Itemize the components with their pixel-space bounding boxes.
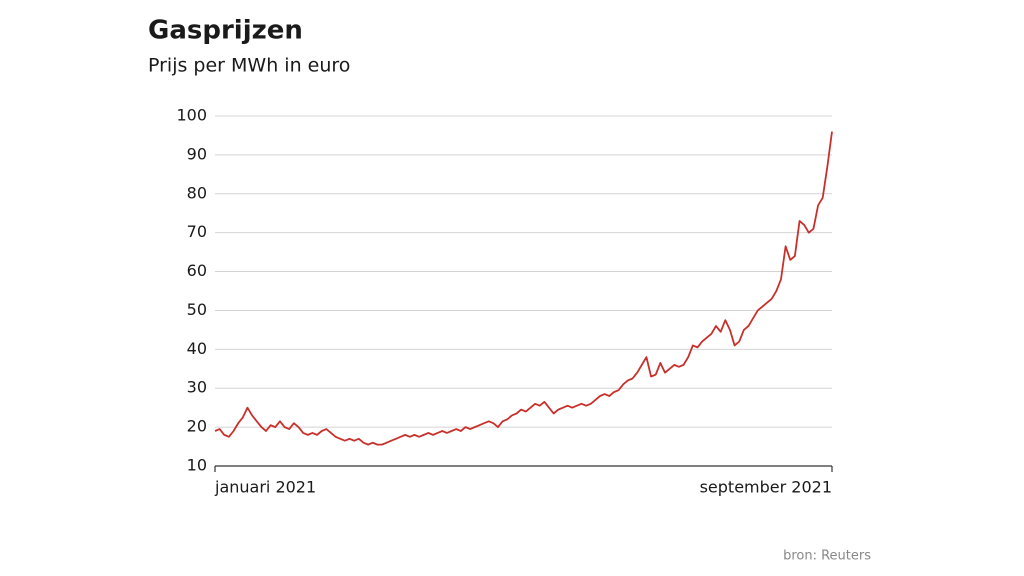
chart-title: Gasprijzen <box>148 16 303 46</box>
y-tick-label: 80 <box>187 183 207 202</box>
x-tick-label: januari 2021 <box>214 478 316 497</box>
y-tick-label: 100 <box>176 106 207 125</box>
y-tick-label: 10 <box>187 456 207 475</box>
chart-subtitle: Prijs per MWh in euro <box>148 55 350 77</box>
price-line <box>214 131 833 446</box>
y-tick-label: 70 <box>187 222 207 241</box>
y-tick-label: 40 <box>187 339 207 358</box>
x-tick-label: september 2021 <box>700 478 832 497</box>
source: bron: Reuters <box>783 549 871 564</box>
y-tick-label: 50 <box>187 300 207 319</box>
y-tick-label: 30 <box>187 378 207 397</box>
y-tick-label: 60 <box>187 261 207 280</box>
y-tick-label: 90 <box>187 144 207 163</box>
y-tick-label: 20 <box>187 417 207 436</box>
